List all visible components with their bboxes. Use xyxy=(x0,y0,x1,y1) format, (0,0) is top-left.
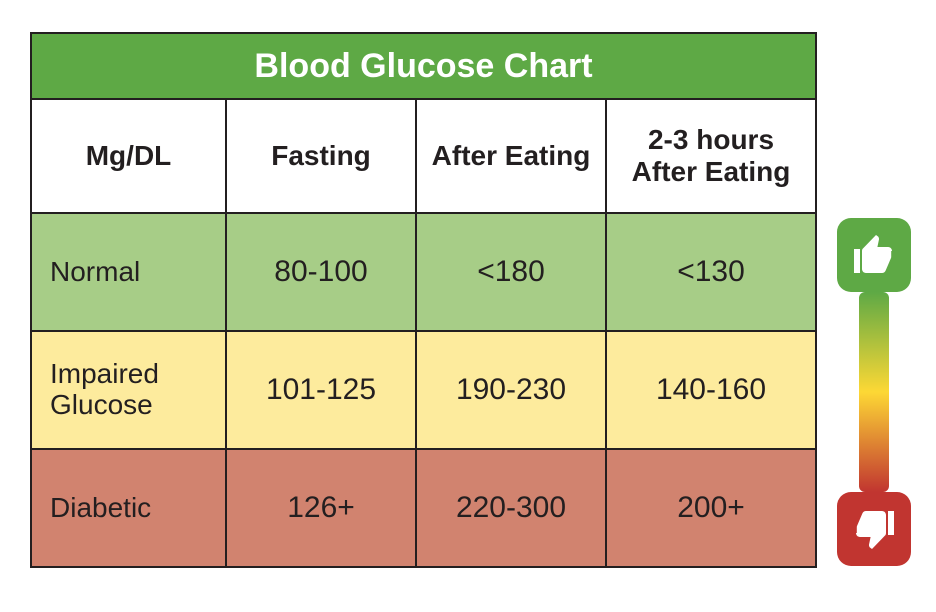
cell-normal-fasting: 80-100 xyxy=(226,213,416,331)
gradient-bar xyxy=(859,292,889,492)
row-label-diabetic: Diabetic xyxy=(31,449,226,567)
row-impaired: Impaired Glucose 101-125 190-230 140-160 xyxy=(31,331,816,449)
legend-side xyxy=(829,32,919,568)
thumbs-down-icon xyxy=(850,505,898,553)
cell-impaired-fasting: 101-125 xyxy=(226,331,416,449)
thumbs-up-icon xyxy=(850,231,898,279)
row-diabetic: Diabetic 126+ 220-300 200+ xyxy=(31,449,816,567)
cell-diabetic-fasting: 126+ xyxy=(226,449,416,567)
col-header-after-eating: After Eating xyxy=(416,99,606,213)
cell-normal-2-3h: <130 xyxy=(606,213,816,331)
cell-diabetic-after: 220-300 xyxy=(416,449,606,567)
thumbs-up-badge xyxy=(837,218,911,292)
col-header-mgdl: Mg/DL xyxy=(31,99,226,213)
row-normal: Normal 80-100 <180 <130 xyxy=(31,213,816,331)
header-row: Mg/DL Fasting After Eating 2-3 hours Aft… xyxy=(31,99,816,213)
col-header-2-3-hours: 2-3 hours After Eating xyxy=(606,99,816,213)
col-header-fasting: Fasting xyxy=(226,99,416,213)
table-title: Blood Glucose Chart xyxy=(31,33,816,99)
cell-diabetic-2-3h: 200+ xyxy=(606,449,816,567)
cell-normal-after: <180 xyxy=(416,213,606,331)
cell-impaired-after: 190-230 xyxy=(416,331,606,449)
row-label-impaired: Impaired Glucose xyxy=(31,331,226,449)
glucose-table: Blood Glucose Chart Mg/DL Fasting After … xyxy=(30,32,817,568)
row-label-normal: Normal xyxy=(31,213,226,331)
table-title-text: Blood Glucose Chart xyxy=(254,47,592,85)
thumbs-down-badge xyxy=(837,492,911,566)
cell-impaired-2-3h: 140-160 xyxy=(606,331,816,449)
